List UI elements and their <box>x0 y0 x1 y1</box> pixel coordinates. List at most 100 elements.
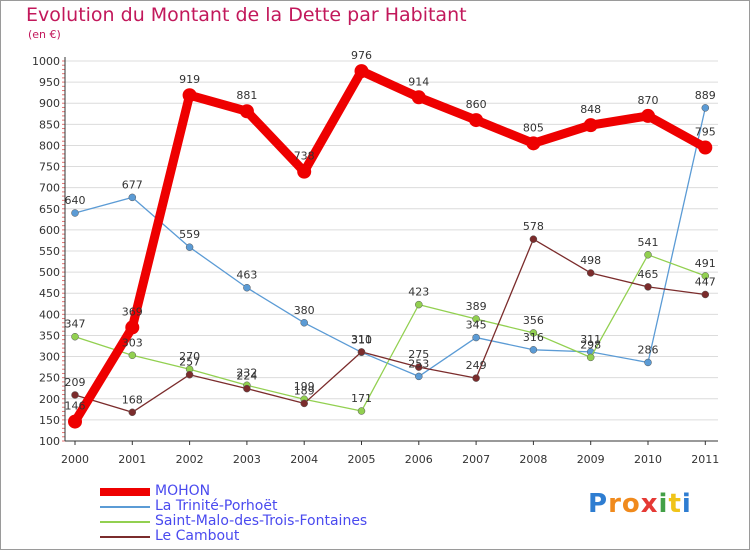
data-label: 380 <box>294 304 315 317</box>
data-label: 795 <box>695 126 716 139</box>
data-labels: 640 677 559 463 380 310 253 345 316 311 286 889 347 3… <box>65 49 716 412</box>
data-label: 881 <box>236 89 257 102</box>
y-tick-label: 250 <box>39 372 60 385</box>
axes: 100 150 200 250 300 350 400 450 500 550 600 650 700 7… <box>32 55 719 466</box>
y-tick-label: 300 <box>39 351 60 364</box>
data-point <box>71 209 79 217</box>
data-label: 465 <box>638 268 659 281</box>
legend-label: Le Cambout <box>155 528 240 544</box>
data-label: 232 <box>236 366 257 379</box>
data-label: 270 <box>179 350 200 363</box>
y-tick-label: 200 <box>39 393 60 406</box>
logo-letter: P <box>588 489 609 519</box>
data-point <box>357 407 366 415</box>
data-label: 541 <box>638 236 659 249</box>
data-point <box>125 320 140 335</box>
data-label: 356 <box>523 314 544 327</box>
data-label: 447 <box>695 275 716 288</box>
data-label: 224 <box>236 370 257 383</box>
data-point <box>644 358 652 367</box>
legend-swatch <box>100 506 150 508</box>
data-point <box>185 243 194 251</box>
legend-swatch <box>100 521 150 523</box>
x-tick-label: 2005 <box>348 453 376 466</box>
data-label: 298 <box>580 338 601 351</box>
y-tick-label: 600 <box>39 224 60 237</box>
data-label: 311 <box>580 333 601 346</box>
y-tick-label: 700 <box>39 182 60 195</box>
y-tick-label: 950 <box>39 76 60 89</box>
x-tick-label: 2002 <box>176 453 204 466</box>
x-tick-label: 2008 <box>519 453 547 466</box>
data-label: 860 <box>466 98 487 111</box>
y-tick-label: 100 <box>39 435 60 448</box>
data-point <box>243 384 251 393</box>
data-point <box>472 374 480 382</box>
data-label: 257 <box>179 356 200 369</box>
chart-title: Evolution du Montant de la Dette par Hab… <box>26 4 467 26</box>
data-point <box>641 108 655 123</box>
series-line-0 <box>70 66 710 427</box>
data-label: 253 <box>408 357 429 370</box>
data-point <box>698 140 713 155</box>
y-tick-label: 1000 <box>32 55 60 68</box>
y-tick-label: 400 <box>39 308 60 321</box>
data-label: 498 <box>580 254 601 267</box>
y-tick-label: 750 <box>39 161 60 174</box>
data-label: 171 <box>351 392 372 405</box>
data-label: 805 <box>523 121 544 134</box>
y-tick-label: 450 <box>39 287 60 300</box>
data-label: 677 <box>122 178 143 191</box>
legend-swatch <box>100 488 150 496</box>
data-point <box>472 333 480 342</box>
y-tick-label: 650 <box>39 203 60 216</box>
data-point <box>185 370 194 379</box>
data-label: 168 <box>122 393 143 406</box>
y-tick-label: 550 <box>39 245 60 258</box>
data-point <box>701 104 710 112</box>
data-label: 345 <box>466 319 487 332</box>
legend-label: MOHON <box>155 483 211 499</box>
data-label: 976 <box>351 49 372 62</box>
data-label: 347 <box>65 318 86 331</box>
x-tick-label: 2004 <box>290 453 318 466</box>
data-label: 914 <box>408 75 429 88</box>
data-label: 286 <box>638 343 659 356</box>
data-label: 463 <box>236 269 257 282</box>
data-point <box>357 348 366 356</box>
x-tick-label: 2000 <box>61 453 89 466</box>
data-point <box>469 113 484 128</box>
data-label: 249 <box>466 359 487 372</box>
data-point <box>128 193 137 202</box>
data-label: 848 <box>580 103 601 116</box>
data-point <box>472 315 480 323</box>
series-line-1 <box>74 107 706 378</box>
data-point <box>415 372 423 381</box>
legend-label: Saint-Malo-des-Trois-Fontaines <box>155 513 368 529</box>
data-point <box>182 88 197 103</box>
logo-letter: r <box>608 489 622 519</box>
data-label: 303 <box>122 336 143 349</box>
data-label: 146 <box>65 400 86 413</box>
data-point <box>71 332 79 341</box>
x-tick-label: 2009 <box>577 453 605 466</box>
x-tick-label: 2010 <box>634 453 662 466</box>
y-tick-label: 850 <box>39 118 60 131</box>
y-tick-label: 500 <box>39 266 60 279</box>
logo-letter: i <box>681 489 692 519</box>
data-point <box>644 283 652 291</box>
x-tick-label: 2006 <box>405 453 433 466</box>
data-point <box>354 64 369 79</box>
data-point <box>583 118 598 133</box>
data-point <box>701 290 710 299</box>
y-tick-label: 800 <box>39 139 60 152</box>
data-point <box>586 269 595 277</box>
data-label: 209 <box>65 376 86 389</box>
data-point <box>415 363 423 371</box>
data-point <box>239 104 254 119</box>
data-label: 491 <box>695 257 716 270</box>
data-point <box>529 235 538 243</box>
y-tick-label: 900 <box>39 97 60 110</box>
data-label: 738 <box>294 150 315 163</box>
unit-label: (en €) <box>28 28 61 41</box>
